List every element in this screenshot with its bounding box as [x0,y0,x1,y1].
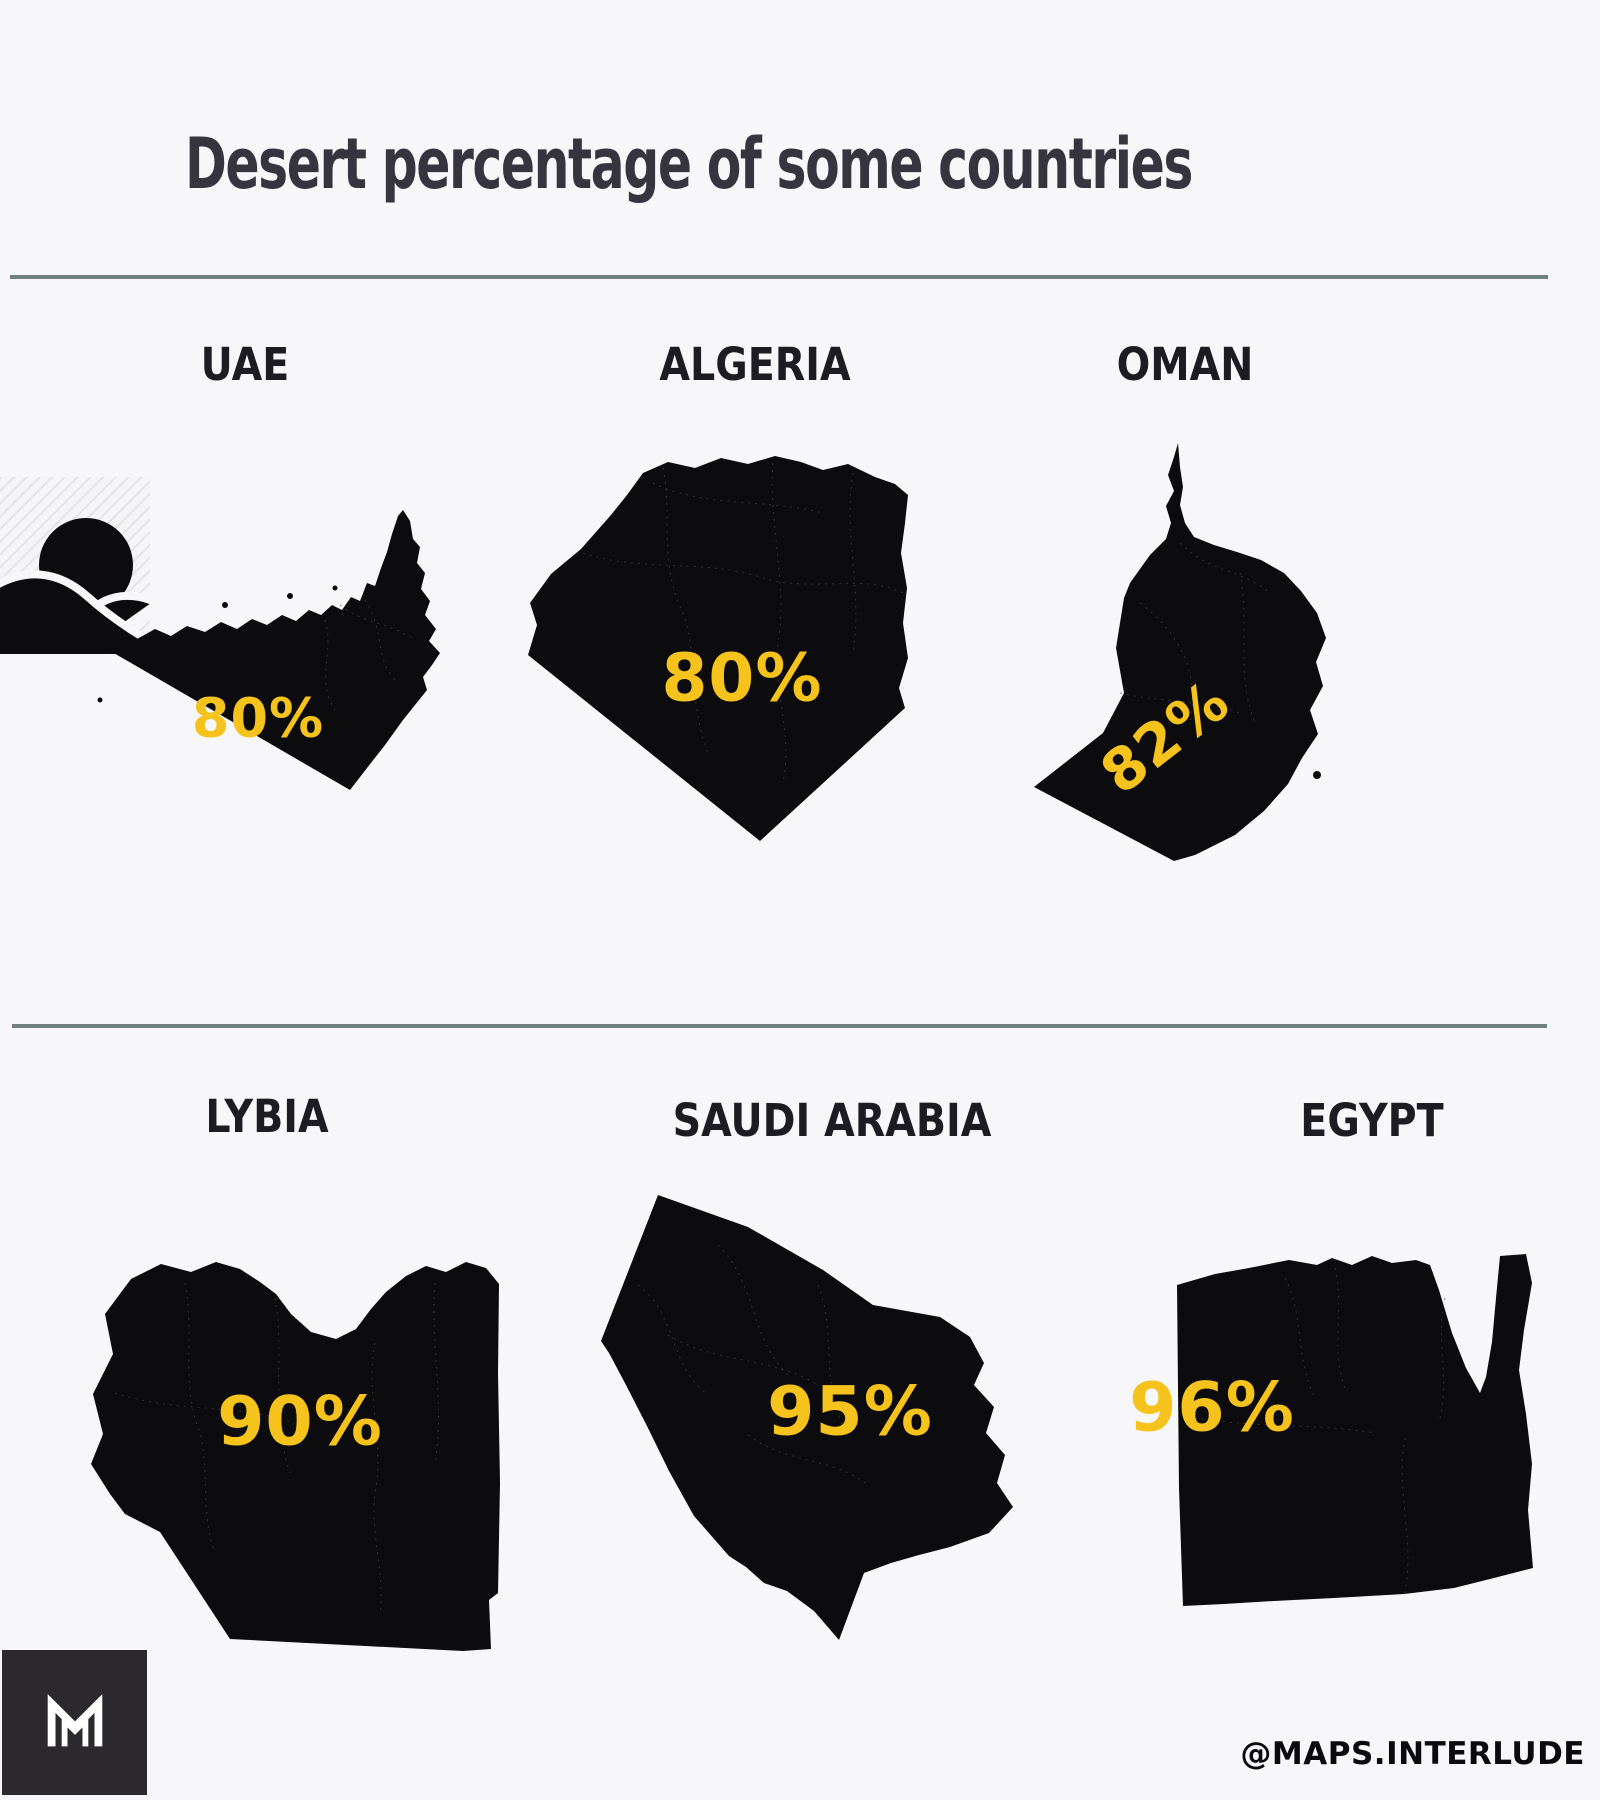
country-label-algeria: ALGERIA [659,338,851,391]
saudi-arabia-map [601,1195,1013,1640]
algeria-map [528,456,908,841]
country-label-saudi-arabia: SAUDI ARABIA [672,1094,992,1147]
oman-map [1034,443,1326,861]
divider-middle [12,1024,1547,1028]
m-monogram-icon [47,1693,102,1746]
country-label-oman: OMAN [1116,338,1254,391]
saudi-arabia-percent: 95% [767,1372,933,1452]
lybia-percent: 90% [217,1382,383,1462]
egypt-percent: 96% [1129,1368,1295,1448]
country-label-egypt: EGYPT [1300,1094,1444,1147]
country-label-lybia: LYBIA [205,1090,329,1143]
algeria-percent: 80% [661,639,823,717]
egypt-map [1177,1254,1533,1606]
divider-top [10,275,1548,279]
lybia-map [91,1262,500,1651]
country-label-uae: UAE [200,338,290,391]
attribution-handle: @MAPS.INTERLUDE [1240,1736,1585,1772]
logo [2,1650,147,1795]
uae-map [88,510,440,790]
page-title: Desert percentage of some countries [185,123,1193,205]
uae-percent: 80% [191,686,325,750]
